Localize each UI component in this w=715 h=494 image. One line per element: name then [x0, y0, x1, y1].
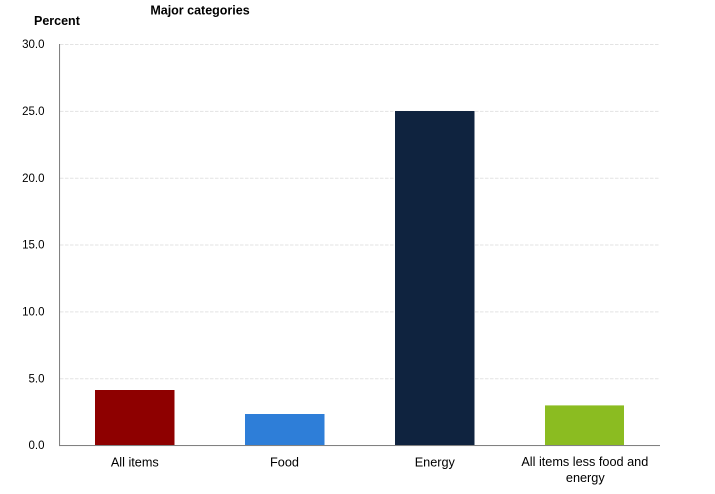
svg-text:30.0: 30.0	[22, 39, 44, 51]
svg-text:20.0: 20.0	[22, 173, 44, 185]
svg-text:Major categories: Major categories	[150, 4, 249, 18]
svg-text:5.0: 5.0	[29, 373, 45, 385]
svg-text:energy: energy	[566, 471, 605, 485]
svg-text:25.0: 25.0	[22, 106, 44, 118]
svg-text:Food: Food	[270, 455, 299, 469]
svg-text:All items: All items	[111, 455, 159, 469]
svg-text:10.0: 10.0	[22, 307, 44, 319]
svg-text:15.0: 15.0	[22, 240, 44, 252]
svg-text:0.0: 0.0	[29, 440, 45, 452]
svg-text:Energy: Energy	[415, 455, 456, 469]
svg-text:Percent: Percent	[34, 14, 81, 28]
svg-text:All items less food and: All items less food and	[521, 455, 648, 469]
